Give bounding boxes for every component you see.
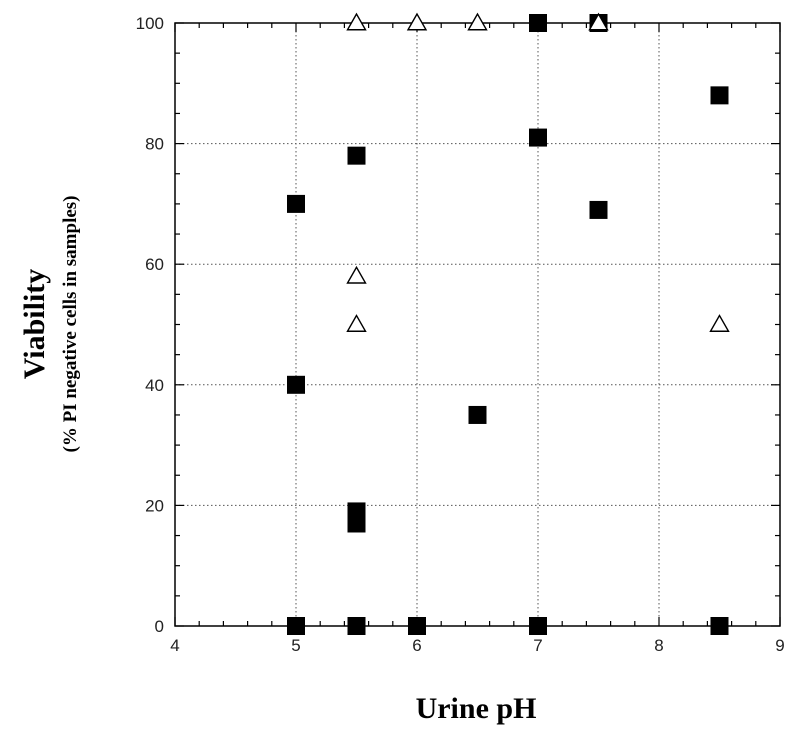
square-marker (529, 14, 547, 32)
square-marker (468, 405, 487, 424)
y-tick-label: 80 (145, 135, 164, 154)
y-tick-label: 60 (145, 255, 164, 274)
triangle-marker (467, 12, 488, 31)
y-tick-label: 100 (136, 14, 164, 33)
square-marker (529, 128, 547, 147)
square-marker (710, 617, 729, 635)
triangle-marker (406, 12, 428, 31)
y-tick-label: 0 (155, 617, 164, 636)
square-marker (287, 617, 305, 635)
square-marker (408, 617, 426, 635)
grid (175, 23, 780, 626)
square-marker (529, 617, 547, 635)
axis-ticks (174, 22, 781, 627)
x-tick-label: 6 (412, 636, 421, 655)
data-points (287, 12, 730, 635)
x-tick-label: 4 (170, 636, 179, 655)
x-tick-label: 5 (291, 636, 300, 655)
square-marker (347, 617, 366, 635)
x-tick-label: 8 (654, 636, 663, 655)
y-axis-title: Viability (18, 269, 51, 380)
square-marker (347, 514, 366, 533)
triangle-marker (346, 314, 367, 332)
square-marker (287, 194, 305, 213)
x-tick-label: 7 (533, 636, 542, 655)
triangle-marker (709, 314, 730, 332)
tick-labels: 4 5 6 7 8 9 0 20 40 60 80 100 (136, 14, 785, 655)
y-tick-label: 40 (145, 376, 164, 395)
square-marker (287, 375, 305, 394)
x-axis-title: Urine pH (416, 692, 537, 725)
plot-frame (174, 22, 781, 627)
triangle-marker (346, 265, 367, 284)
y-axis-subtitle: (% PI negative cells in samples) (60, 195, 81, 452)
x-tick-label: 9 (775, 636, 784, 655)
square-marker (710, 86, 729, 105)
triangle-marker (346, 12, 367, 31)
square-marker (589, 200, 608, 219)
square-marker (347, 146, 366, 165)
y-tick-label: 20 (145, 496, 164, 515)
triangle-marker (588, 12, 609, 31)
